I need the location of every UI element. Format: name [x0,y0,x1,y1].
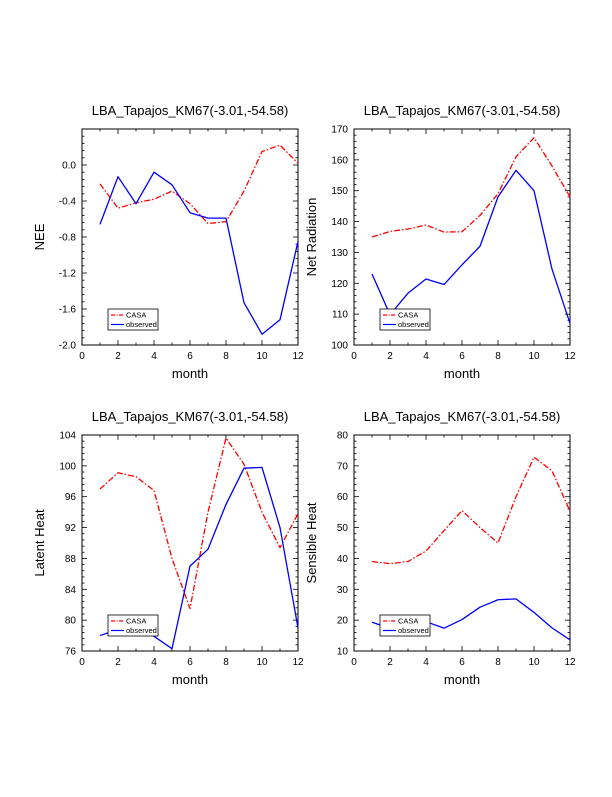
legend-label: CASA [126,617,146,626]
chart-title: LBA_Tapajos_KM67(-3.01,-54.58) [92,409,289,424]
x-tick-label: 6 [187,657,193,668]
legend-label: observed [398,320,429,329]
x-tick-label: 0 [351,351,357,362]
legend-label: observed [126,320,157,329]
y-tick-label: 140 [331,217,348,228]
x-tick-label: 0 [351,657,357,668]
x-tick-label: 2 [115,657,121,668]
series-line-casa [371,456,571,565]
x-tick-label: 10 [256,351,268,362]
y-tick-label: 130 [331,248,348,259]
legend-label: CASA [398,311,418,320]
y-tick-label: 160 [331,155,348,166]
y-axis-label: Sensible Heat [304,502,319,583]
y-tick-label: 20 [337,616,349,627]
y-axis-label: NEE [32,223,47,250]
y-tick-label: 50 [337,523,349,534]
series-line-casa [99,144,299,225]
chart-title: LBA_Tapajos_KM67(-3.01,-54.58) [364,103,561,118]
x-tick-label: 12 [292,351,304,362]
y-tick-label: 96 [65,492,77,503]
series-line-casa [99,437,299,610]
y-axis-label: Latent Heat [32,509,47,577]
x-tick-label: 6 [459,351,465,362]
x-tick-label: 2 [387,351,393,362]
x-tick-label: 4 [423,657,429,668]
x-tick-label: 12 [564,657,576,668]
y-tick-label: 100 [331,341,348,352]
series-line-observed [371,169,571,324]
legend-label: CASA [126,311,146,320]
y-tick-label: 30 [337,585,349,596]
chart-panel-1: LBA_Tapajos_KM67(-3.01,-54.58) 0 2 4 6 8 10 12 -… [32,103,304,381]
x-tick-label: 0 [79,657,85,668]
y-tick-label: 80 [337,431,349,442]
x-tick-label: 6 [459,657,465,668]
y-tick-label: 170 [331,125,348,136]
x-tick-label: 8 [223,657,229,668]
chart-title: LBA_Tapajos_KM67(-3.01,-54.58) [364,409,561,424]
y-tick-label: 80 [65,616,77,627]
x-tick-label: 2 [115,351,121,362]
x-tick-label: 10 [528,657,540,668]
x-tick-label: 4 [151,657,157,668]
series-line-observed [99,171,299,335]
x-axis-label: month [172,366,208,381]
chart-panel-3: LBA_Tapajos_KM67(-3.01,-54.58) 0 2 4 6 8 10 12 7… [32,409,304,687]
x-tick-label: 10 [528,351,540,362]
x-tick-label: 12 [292,657,304,668]
y-tick-label: 100 [59,461,76,472]
legend-label: CASA [398,617,418,626]
y-tick-label: -1.2 [59,269,77,280]
chart-panel-2: LBA_Tapajos_KM67(-3.01,-54.58) 0 2 4 6 8 10 12 1… [304,103,576,381]
y-tick-label: -0.8 [59,233,77,244]
y-tick-label: -0.4 [59,197,77,208]
chart-panel-4: LBA_Tapajos_KM67(-3.01,-54.58) 0 2 4 6 8 10 12 1… [304,409,576,687]
x-tick-label: 8 [223,351,229,362]
y-axis-label: Net Radiation [304,198,319,277]
legend-label: observed [398,626,429,635]
y-tick-label: 92 [65,523,77,534]
y-tick-label: 150 [331,186,348,197]
x-tick-label: 4 [423,351,429,362]
y-tick-label: 76 [65,647,77,658]
x-tick-label: 12 [564,351,576,362]
legend-label: observed [126,626,157,635]
x-tick-label: 2 [387,657,393,668]
y-tick-label: -2.0 [59,341,77,352]
x-tick-label: 10 [256,657,268,668]
y-tick-label: 40 [337,554,349,565]
y-tick-label: 10 [337,647,349,658]
y-tick-label: 104 [59,431,76,442]
y-tick-label: 120 [331,279,348,290]
y-tick-label: 110 [332,310,348,321]
x-tick-label: 0 [79,351,85,362]
y-tick-label: 84 [65,585,77,596]
y-tick-label: 60 [337,492,349,503]
x-axis-label: month [444,672,480,687]
y-tick-label: 88 [65,554,77,565]
x-tick-label: 8 [495,657,501,668]
x-axis-label: month [444,366,480,381]
series-line-casa [371,136,571,238]
chart-title: LBA_Tapajos_KM67(-3.01,-54.58) [92,103,289,118]
x-tick-label: 8 [495,351,501,362]
y-tick-label: -1.6 [59,305,77,316]
y-tick-label: 70 [337,461,349,472]
y-tick-label: 0.0 [62,161,76,172]
x-tick-label: 6 [187,351,193,362]
x-axis-label: month [172,672,208,687]
x-tick-label: 4 [151,351,157,362]
